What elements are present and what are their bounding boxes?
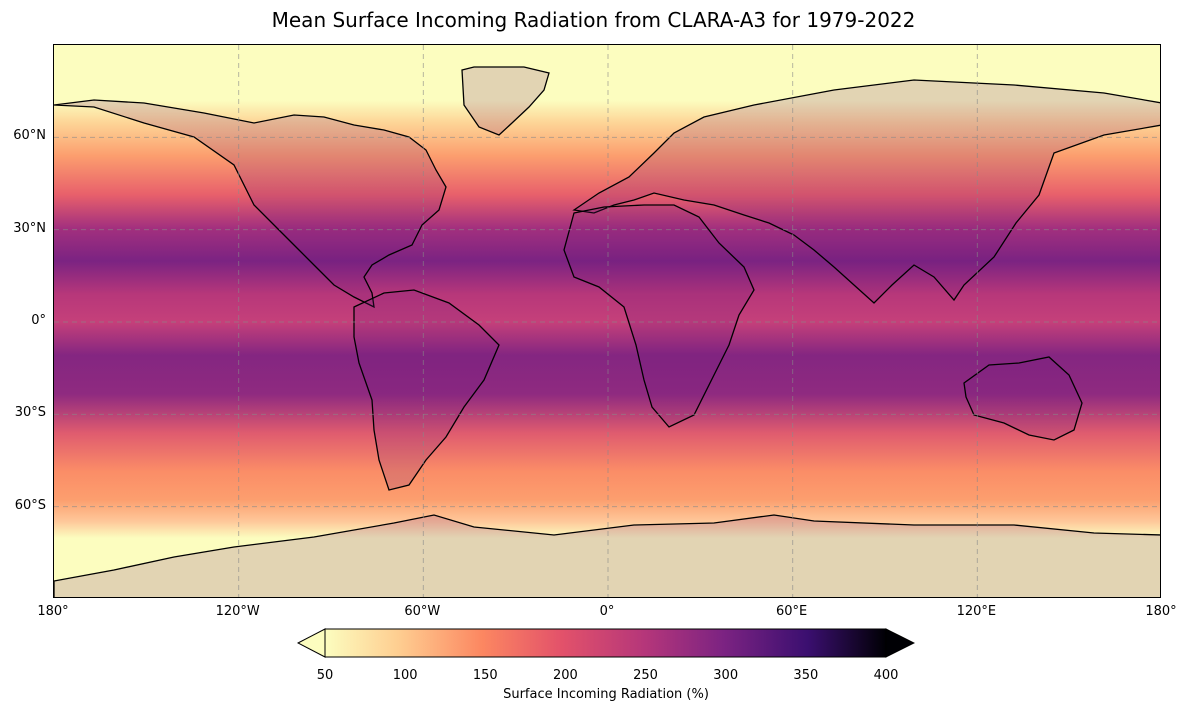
south-america-outline xyxy=(353,289,500,491)
africa-outline xyxy=(563,204,755,428)
colorbar-tick-label: 350 xyxy=(793,668,819,683)
europe-asia-outline xyxy=(572,79,1160,304)
lat-tick-label: 30°S xyxy=(14,405,46,421)
antarctica-outline xyxy=(54,514,1160,597)
colorbar-tick-label: 150 xyxy=(472,668,498,683)
lon-tick-label: 180° xyxy=(1145,604,1177,619)
lon-tick-label: 0° xyxy=(599,604,615,619)
lon-tick-label: 60°E xyxy=(776,604,808,619)
map-title: Mean Surface Incoming Radiation from CLA… xyxy=(271,8,916,32)
colorbar-tick-label: 400 xyxy=(873,668,899,683)
colorbar-tick-label: 50 xyxy=(316,668,334,683)
north-america-outline xyxy=(54,99,447,309)
colorbar-label: Surface Incoming Radiation (%) xyxy=(503,687,709,702)
colorbar-max-extension xyxy=(885,628,915,658)
colorbar xyxy=(297,628,915,658)
lon-tick-label: 60°W xyxy=(404,604,441,619)
greenland-outline xyxy=(461,66,550,136)
lat-tick-label: 30°N xyxy=(13,220,46,236)
lat-tick-label: 0° xyxy=(31,313,46,328)
colorbar-tick-label: 200 xyxy=(553,668,578,683)
colorbar-min-extension xyxy=(297,628,326,658)
gridlines xyxy=(54,45,1160,597)
lon-tick-label: 120°E xyxy=(956,604,997,619)
map-panel xyxy=(53,44,1161,598)
lat-tick-label: 60°N xyxy=(13,128,46,144)
colorbar-tick-label: 100 xyxy=(392,668,418,683)
colorbar-gradient xyxy=(324,628,887,658)
coastlines xyxy=(54,66,1160,597)
australia-outline xyxy=(963,356,1083,441)
colorbar-tick-label: 300 xyxy=(713,668,739,683)
lon-tick-label: 180° xyxy=(37,604,69,619)
lon-tick-label: 120°W xyxy=(215,604,260,619)
lat-tick-label: 60°S xyxy=(14,497,46,513)
colorbar-tick-label: 250 xyxy=(633,668,658,683)
